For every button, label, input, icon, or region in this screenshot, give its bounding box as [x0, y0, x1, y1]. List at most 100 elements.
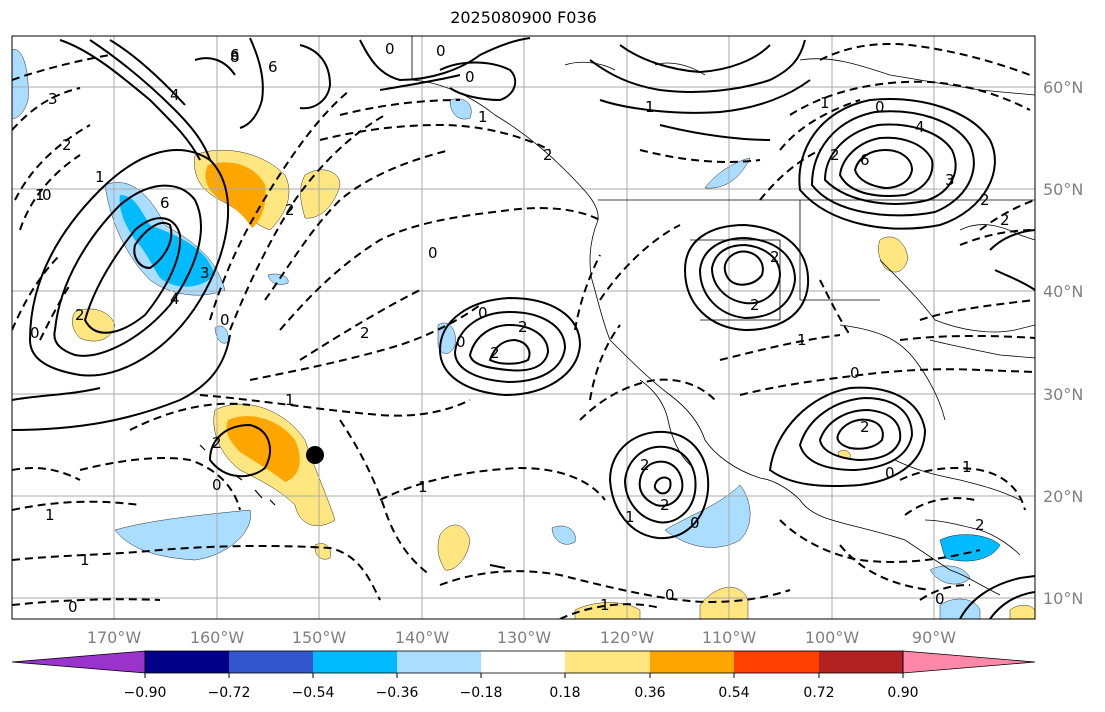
colorbar-segment — [650, 651, 734, 673]
contour-label: 0 — [68, 598, 78, 616]
lon-label: 160°W — [190, 628, 245, 647]
colorbar-tick-label: −0.18 — [460, 685, 503, 701]
contour-label: 1 — [820, 94, 830, 112]
contour-label: 0 — [478, 304, 488, 322]
contour-label: 0 — [456, 333, 466, 351]
lon-label: 150°W — [292, 628, 347, 647]
contour-label: 0 — [220, 311, 230, 329]
yellow-patch-bottom1 — [574, 602, 641, 619]
yellow-patch-bottom3 — [1009, 605, 1035, 619]
shaded-regions — [12, 49, 1035, 619]
contour-label: 3 — [200, 264, 210, 282]
contour-label: 2 — [770, 248, 780, 266]
map-title: 2025080900 F036 — [450, 8, 597, 27]
contour-label: 3 — [945, 171, 955, 189]
contour-label: 4 — [170, 290, 180, 308]
contour-label: 0 — [850, 364, 860, 382]
contour-label: 8 — [230, 48, 240, 66]
contour-label: 2 — [518, 318, 528, 336]
colorbar-segment — [397, 651, 481, 673]
contour-label: 1 — [80, 551, 90, 569]
blue-patch-nw — [119, 195, 215, 287]
yellow-patch-plains — [878, 236, 909, 273]
contour-label: 1 — [962, 458, 972, 476]
colorbar-ticks — [144, 673, 904, 678]
yellow-patch-ne — [300, 169, 341, 219]
contour-label: 1 — [285, 391, 295, 409]
lat-label: 30°N — [1043, 385, 1083, 404]
lat-label: 10°N — [1043, 589, 1083, 608]
contour-label: 2 — [830, 146, 840, 164]
colorbar: −0.90 −0.72 −0.54 −0.36 −0.18 0.18 0.36 … — [11, 650, 1036, 701]
map-frame — [11, 35, 1036, 620]
colorbar-segment — [313, 651, 397, 673]
contour-label: 1 — [35, 186, 45, 204]
colorbar-tick-label: 0.90 — [887, 685, 918, 701]
light-blue-patch-w3 — [267, 273, 289, 285]
contour-label: 6 — [160, 194, 170, 212]
colorbar-segment — [734, 651, 819, 673]
longitude-labels: 170°W 160°W 150°W 140°W 130°W 120°W 110°… — [87, 628, 956, 647]
colorbar-segment — [565, 651, 650, 673]
colorbar-tick-label: 0.54 — [718, 685, 749, 701]
contour-label: 2 — [75, 306, 85, 324]
contour-label: 2 — [660, 496, 670, 514]
contour-label: 0 — [875, 98, 885, 116]
contour-label: 0 — [935, 590, 945, 608]
contour-label: 6 — [268, 58, 278, 76]
lon-label: 170°W — [87, 628, 142, 647]
contour-label: 1 — [95, 168, 105, 186]
contour-label: 0 — [436, 42, 446, 60]
contour-label: 0 — [690, 514, 700, 532]
lon-label: 130°W — [497, 628, 552, 647]
colorbar-segment — [481, 651, 565, 673]
contour-label: 2 — [543, 146, 553, 164]
dashed-contours — [12, 42, 1035, 619]
light-blue-patch-s — [551, 525, 576, 545]
lat-label: 40°N — [1043, 282, 1083, 301]
colorbar-tick-label: −0.54 — [292, 685, 335, 701]
contour-label: 3 — [48, 90, 58, 108]
colorbar-tick-label: −0.90 — [124, 685, 167, 701]
contour-label: 1 — [418, 478, 428, 496]
blue-patch-caribbean — [939, 534, 1001, 562]
contour-label: 0 — [30, 324, 40, 342]
contour-label: 1 — [45, 506, 55, 524]
lat-label: 60°N — [1043, 78, 1083, 97]
colorbar-tick-label: −0.72 — [208, 685, 251, 701]
contour-label: 0 — [428, 244, 438, 262]
contour-label: 0 — [465, 68, 475, 86]
colorbar-tick-label: 0.72 — [803, 685, 834, 701]
latitude-labels: 60°N 50°N 40°N 30°N 20°N 10°N — [1043, 78, 1083, 608]
lon-label: 110°W — [702, 628, 757, 647]
colorbar-segment — [145, 651, 229, 673]
lat-label: 20°N — [1043, 487, 1083, 506]
colorbar-tick-label: −0.36 — [376, 685, 419, 701]
colorbar-segment — [229, 651, 313, 673]
lon-label: 120°W — [600, 628, 655, 647]
contour-label: 1 — [645, 98, 655, 116]
colorbar-tick-label: 0.36 — [634, 685, 665, 701]
contour-label: 2 — [750, 296, 760, 314]
storm-center-dot — [306, 446, 324, 464]
contour-label: 1 — [478, 108, 488, 126]
lon-label: 140°W — [395, 628, 450, 647]
contour-label: 6 — [860, 151, 870, 169]
orange-patch-north — [205, 162, 266, 228]
contour-label: 2 — [360, 324, 370, 342]
light-blue-patch-edge — [12, 49, 29, 119]
contour-label: 2 — [975, 516, 985, 534]
contour-label: 2 — [285, 201, 295, 219]
lon-label: 100°W — [805, 628, 860, 647]
contour-label: 1 — [625, 508, 635, 526]
contour-label: 2 — [980, 191, 990, 209]
contour-label: 0 — [42, 186, 52, 204]
contour-label: 2 — [62, 136, 72, 154]
contour-label: 0 — [385, 40, 395, 58]
colorbar-extend-min — [11, 650, 146, 674]
contour-label: 1 — [600, 596, 610, 614]
solid-contours — [12, 37, 1035, 619]
contour-label: 2 — [212, 434, 222, 452]
contour-label: 2 — [860, 418, 870, 436]
